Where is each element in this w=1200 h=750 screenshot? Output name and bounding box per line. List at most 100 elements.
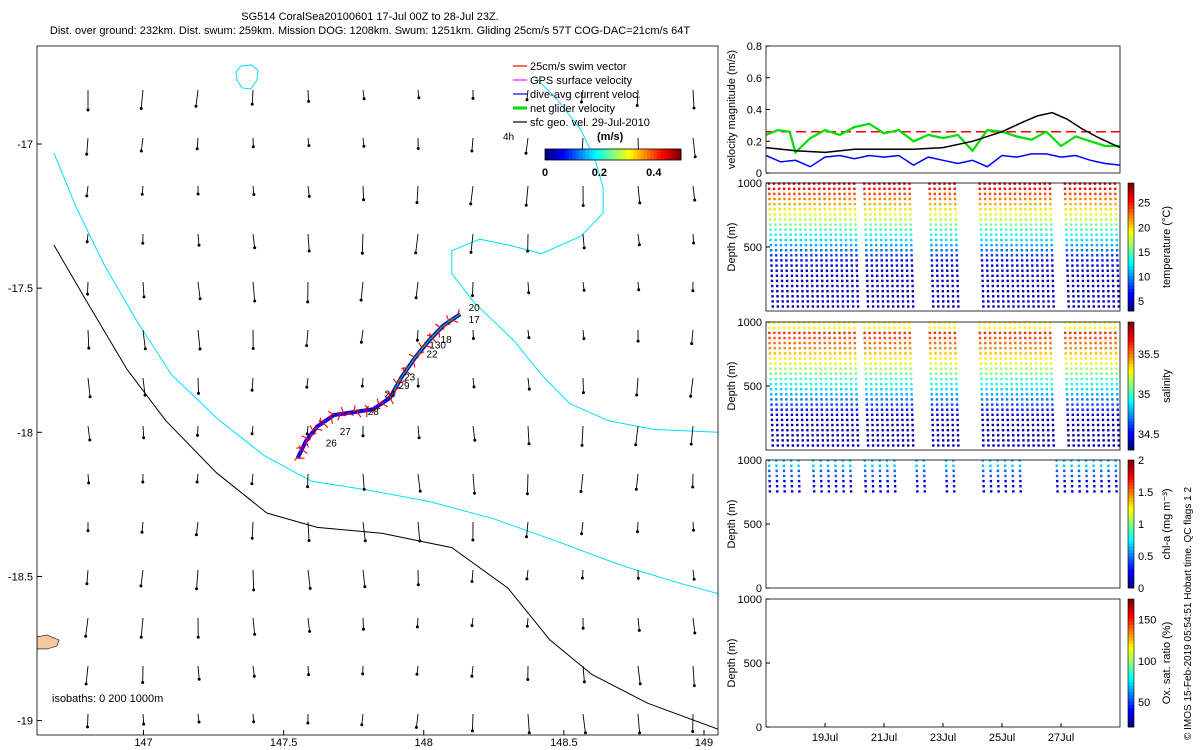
title-line-2: Dist. over ground: 232km. Dist. swum: 25… [49, 25, 691, 37]
profile-sample [1065, 382, 1068, 386]
profile-sample [995, 377, 998, 381]
profile-sample [770, 398, 773, 401]
profile-sample [1004, 197, 1007, 201]
profile-sample [1017, 300, 1020, 303]
profile-sample [873, 326, 876, 329]
profile-sample [898, 187, 901, 190]
profile-sample [1001, 269, 1004, 272]
colorbar-cell [1128, 307, 1134, 312]
profile-sample [841, 429, 844, 432]
profile-sample [940, 259, 944, 262]
profile-sample [944, 352, 947, 355]
profile-sample [788, 187, 791, 190]
profile-sample [791, 290, 794, 293]
profile-sample [783, 218, 787, 221]
profile-sample [893, 331, 896, 335]
profile-sample [1010, 243, 1013, 247]
profile-sample [856, 439, 860, 442]
profile-sample [931, 429, 934, 432]
profile-sample [1013, 182, 1016, 185]
profile-sample [950, 238, 953, 242]
profile-sample [1070, 228, 1073, 231]
profile-sample [955, 238, 958, 242]
profile-sample [769, 243, 773, 247]
profile-sample [814, 228, 817, 231]
profile-sample [777, 182, 781, 185]
profile-sample [979, 357, 982, 360]
profile-sample [1078, 187, 1082, 190]
profile-sample [1008, 187, 1012, 190]
profile-sample [934, 352, 937, 355]
profile-sample [910, 377, 913, 381]
profile-sample [828, 321, 831, 324]
profile-sample [1092, 464, 1095, 467]
profile-sample [1070, 249, 1074, 252]
colorbar-cell [1128, 549, 1134, 554]
profile-sample [986, 418, 989, 422]
profile-sample [866, 300, 870, 303]
colorbar-cell [1128, 618, 1134, 622]
profile-sample [941, 290, 944, 293]
profile-sample [1003, 192, 1007, 196]
profile-sample [815, 249, 818, 252]
profile-sample [990, 490, 993, 493]
profile-sample [936, 300, 940, 303]
profile-sample [768, 469, 771, 473]
profile-sample [991, 413, 994, 416]
profile-sample [1093, 490, 1096, 493]
profile-sample [923, 474, 926, 478]
profile-sample [1070, 243, 1073, 247]
geo-velocity-arrowhead [197, 391, 200, 395]
profile-sample [794, 377, 797, 381]
colorbar-cell [1128, 508, 1134, 512]
profile-sample [986, 284, 989, 288]
geo-velocity-arrow [527, 377, 530, 390]
profile-sample [1013, 321, 1016, 324]
profile-sample [1112, 300, 1115, 303]
profile-sample [949, 372, 953, 375]
profile-sample [995, 259, 999, 262]
profile-sample [887, 444, 890, 447]
profile-sample [944, 208, 947, 211]
colorbar-cell [1128, 679, 1134, 683]
profile-sample [818, 197, 821, 201]
profile-sample [885, 382, 888, 386]
profile-sample [800, 403, 803, 406]
colorbar-cell [1128, 504, 1134, 509]
profile-sample [1067, 305, 1070, 308]
geo-velocity-arrow [471, 137, 474, 152]
profile-sample [1072, 300, 1075, 303]
profile-sample [1010, 372, 1013, 375]
geo-velocity-arrow [692, 185, 696, 201]
profile-sample [1102, 423, 1105, 427]
profile-sample [855, 249, 858, 252]
profile-sample [948, 326, 951, 329]
profile-sample [794, 233, 797, 236]
geo-velocity-arrowhead [359, 298, 363, 302]
profile-sample [907, 444, 910, 447]
profile-sample [1069, 218, 1073, 221]
profile-sample [1010, 398, 1014, 401]
profile-sample [846, 423, 849, 427]
profile-sample [1115, 233, 1118, 236]
profile-sample [881, 279, 884, 283]
colorbar-cell [636, 149, 641, 160]
profile-sample [996, 274, 999, 277]
geo-velocity-arrow [86, 185, 89, 196]
profile-sample [1078, 326, 1082, 329]
geo-velocity-arrow [417, 473, 421, 492]
colorbar-cell [1128, 524, 1134, 528]
y-tick-label: 0.8 [747, 41, 762, 53]
colorbar-cell [1128, 653, 1134, 657]
profile-sample [843, 192, 846, 196]
profile-sample [1041, 274, 1044, 277]
profile-sample [851, 279, 854, 283]
colorbar-cell [643, 149, 648, 160]
profile-sample [1094, 208, 1097, 211]
profile-sample [868, 208, 872, 211]
profile-sample [844, 352, 847, 355]
profile-sample [997, 295, 1000, 298]
profile-sample [880, 249, 883, 252]
